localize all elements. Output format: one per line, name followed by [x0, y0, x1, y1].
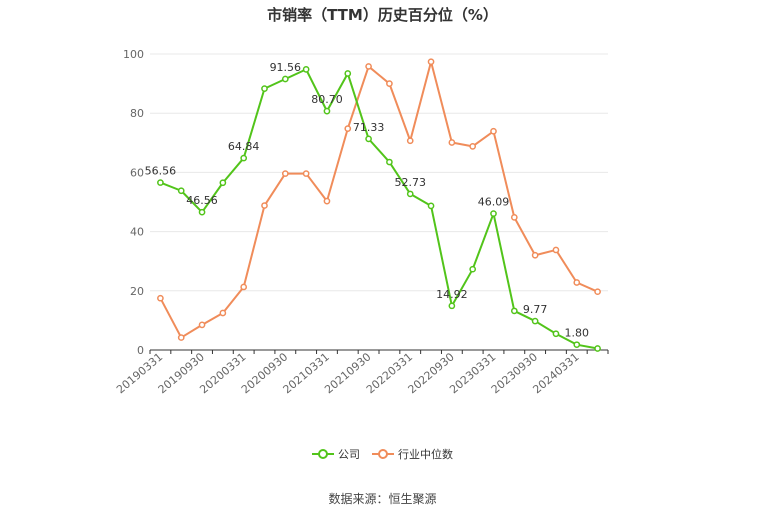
data-point — [302, 66, 310, 73]
data-point — [302, 170, 310, 177]
data-point — [448, 302, 456, 310]
data-point — [406, 190, 414, 198]
data-label: 1.80 — [565, 327, 590, 340]
y-tick-label: 60 — [130, 166, 144, 179]
data-point — [219, 179, 227, 187]
legend-label: 公司 — [338, 448, 360, 461]
data-label: 46.09 — [478, 196, 510, 209]
y-tick-label: 40 — [130, 226, 144, 239]
data-point — [552, 246, 560, 254]
data-point — [573, 341, 581, 349]
data-point — [198, 208, 206, 216]
data-label: 91.56 — [270, 61, 302, 74]
data-label: 9.77 — [523, 303, 548, 316]
data-label: 71.33 — [353, 121, 385, 134]
data-point — [448, 139, 456, 146]
data-point — [469, 143, 477, 150]
data-point — [469, 265, 477, 273]
data-point — [198, 321, 206, 329]
data-point — [177, 187, 185, 195]
data-point — [406, 137, 414, 145]
legend: 公司 行业中位数 — [0, 446, 765, 462]
data-point — [531, 317, 539, 325]
data-point — [219, 309, 227, 317]
data-point — [386, 80, 393, 87]
data-point — [490, 127, 497, 135]
data-point — [552, 330, 560, 338]
legend-item[interactable]: 公司 — [312, 446, 360, 462]
data-point — [344, 125, 352, 132]
data-label: 80.70 — [311, 93, 343, 106]
data-point — [427, 58, 435, 66]
data-point — [240, 283, 248, 291]
data-point — [594, 288, 601, 296]
data-label: 14.92 — [436, 288, 468, 301]
y-tick-label: 100 — [123, 48, 144, 61]
data-point — [573, 279, 581, 286]
legend-item[interactable]: 行业中位数 — [372, 446, 453, 462]
data-label: 64.84 — [228, 140, 260, 153]
data-point — [157, 294, 164, 302]
data-point — [323, 107, 331, 115]
data-point — [365, 63, 372, 70]
source-note: 数据来源：恒生聚源 — [328, 492, 437, 506]
series-line — [160, 68, 598, 350]
y-tick-label: 20 — [130, 285, 144, 298]
data-point — [531, 251, 539, 259]
data-point — [344, 70, 352, 77]
data-point — [490, 210, 497, 217]
data-point — [281, 75, 289, 83]
data-point — [157, 179, 164, 186]
data-point — [323, 197, 331, 205]
data-label: 52.73 — [394, 176, 426, 189]
legend-swatch-icon — [372, 449, 394, 459]
x-tick-label: 20240331 — [530, 350, 581, 396]
data-point — [240, 154, 248, 162]
data-point — [386, 158, 393, 166]
chart-title: 市销率（TTM）历史百分位（%） — [267, 6, 498, 24]
legend-label: 行业中位数 — [398, 448, 453, 461]
data-point — [281, 170, 289, 177]
series-line — [159, 60, 598, 339]
data-point — [427, 202, 435, 210]
y-tick-label: 0 — [137, 344, 144, 357]
data-point — [365, 135, 372, 143]
data-point — [510, 307, 518, 315]
data-point — [177, 334, 185, 341]
y-tick-label: 80 — [130, 107, 144, 120]
data-point — [261, 85, 268, 92]
data-label: 46.56 — [186, 194, 218, 207]
data-point — [261, 202, 268, 209]
data-point — [594, 345, 601, 352]
data-label: 56.56 — [145, 165, 177, 178]
data-point — [510, 214, 518, 221]
legend-swatch-icon — [312, 449, 334, 459]
